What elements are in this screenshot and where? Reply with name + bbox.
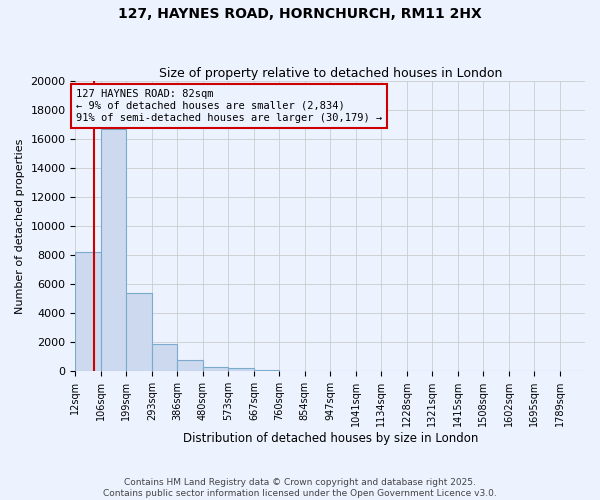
Bar (203, 367, 228, 371)
Bar (76, 252, 101, 371)
Text: 127, HAYNES ROAD, HORNCHURCH, RM11 2HX: 127, HAYNES ROAD, HORNCHURCH, RM11 2HX (118, 8, 482, 22)
Bar (152, 344, 178, 371)
Y-axis label: Number of detached properties: Number of detached properties (15, 138, 25, 314)
X-axis label: Distribution of detached houses by size in London: Distribution of detached houses by size … (182, 432, 478, 445)
Text: Contains HM Land Registry data © Crown copyright and database right 2025.
Contai: Contains HM Land Registry data © Crown c… (103, 478, 497, 498)
Title: Size of property relative to detached houses in London: Size of property relative to detached ho… (158, 66, 502, 80)
Bar (178, 360, 203, 371)
Text: 127 HAYNES ROAD: 82sqm
← 9% of detached houses are smaller (2,834)
91% of semi-d: 127 HAYNES ROAD: 82sqm ← 9% of detached … (76, 90, 382, 122)
Bar (101, 128, 127, 371)
Bar (127, 293, 152, 371)
Bar (254, 370, 279, 371)
Bar (228, 368, 254, 371)
